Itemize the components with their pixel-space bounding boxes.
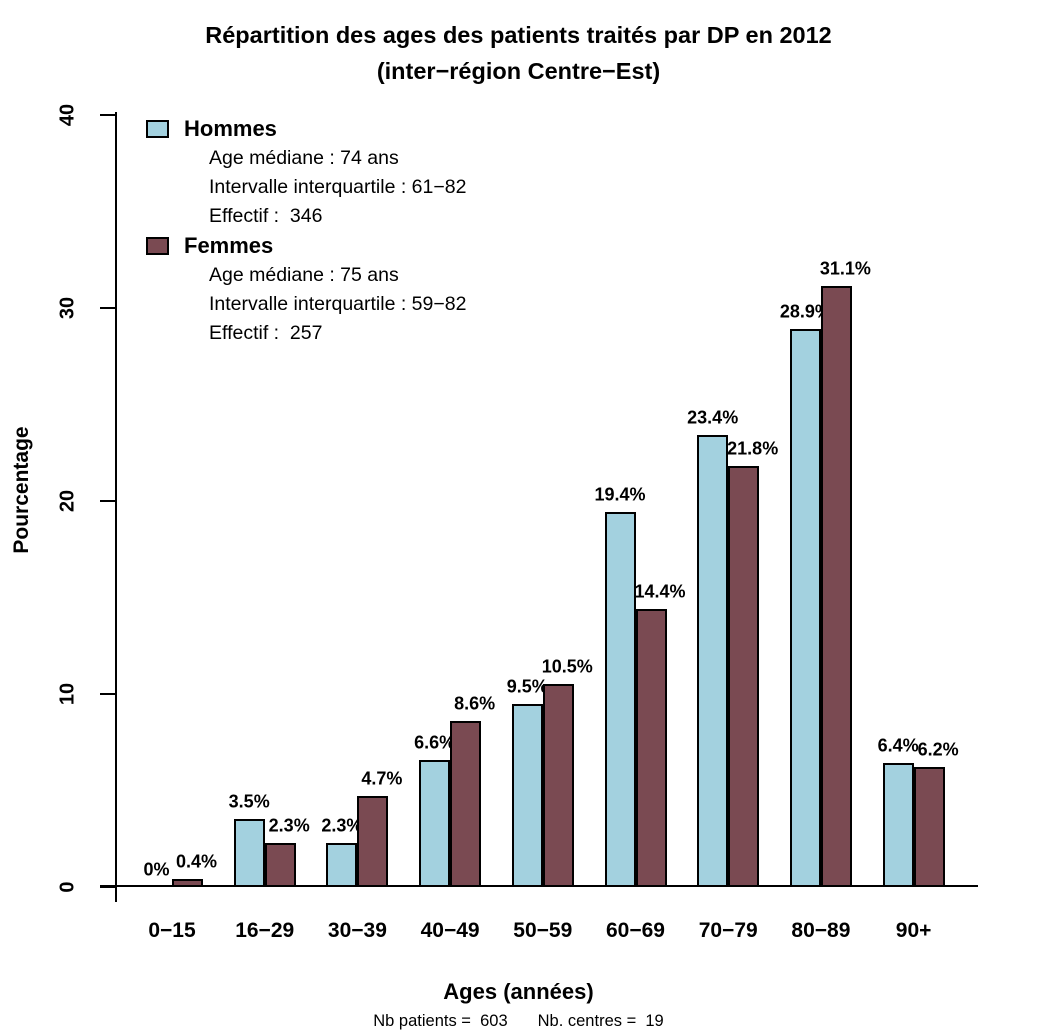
bar-femmes-2 [357, 796, 389, 887]
bar-value-label-hommes-5: 19.4% [594, 484, 646, 505]
bar-value-label-femmes-8: 6.2% [917, 739, 959, 760]
bar-value-label-hommes-8: 6.4% [877, 735, 919, 756]
x-axis-label-7: 80−89 [791, 919, 851, 942]
y-axis-tick-20 [100, 499, 116, 502]
footer-note: Nb patients = 603 Nb. centres = 19 [0, 1012, 1037, 1031]
y-axis-tick-label-30: 30 [56, 296, 79, 319]
bar-value-label-femmes-2: 4.7% [361, 768, 403, 789]
x-axis-label-4: 50−59 [513, 919, 573, 942]
bar-value-label-femmes-3: 8.6% [454, 693, 496, 714]
bar-femmes-0 [172, 879, 203, 887]
bar-hommes-4 [511, 703, 543, 887]
legend-detail-hommes-1: Intervalle interquartile : 61−82 [209, 176, 467, 198]
bar-hommes-3 [419, 759, 451, 887]
title-block: Répartition des ages des patients traité… [0, 17, 1037, 89]
bar-value-label-hommes-6: 23.4% [687, 407, 739, 428]
x-axis-label-1: 16−29 [235, 919, 295, 942]
bar-femmes-3 [450, 720, 482, 887]
bar-value-label-femmes-5: 14.4% [634, 581, 686, 602]
x-axis-title: Ages (années) [443, 979, 594, 1004]
y-axis-tick-label-20: 20 [56, 489, 79, 512]
x-axis-label-2: 30−39 [327, 919, 387, 942]
y-axis-tick-30 [100, 306, 116, 309]
legend-entry-femmes: Femmes Age médiane : 75 ans Intervalle int… [146, 231, 466, 348]
bar-value-label-hommes-1: 3.5% [228, 791, 270, 812]
bar-value-label-hommes-2: 2.3% [321, 815, 363, 836]
legend-label-hommes: Hommes [184, 116, 277, 141]
legend-entry-hommes: Hommes Age médiane : 74 ans Intervalle int… [146, 114, 466, 231]
legend-header-femmes: Femmes [146, 231, 466, 261]
x-axis-label-3: 40−49 [420, 919, 480, 942]
bar-femmes-1 [264, 842, 296, 887]
bar-value-label-femmes-1: 2.3% [268, 815, 310, 836]
bar-value-label-hommes-7: 28.9% [779, 301, 831, 322]
y-axis-line [115, 112, 117, 902]
bar-value-label-hommes-0: 0% [143, 859, 170, 880]
bar-value-label-femmes-0: 0.4% [175, 851, 218, 872]
bar-hommes-7 [789, 328, 821, 887]
bar-hommes-5 [604, 512, 636, 887]
femmes-color-swatch-icon [146, 237, 169, 255]
x-axis-label-0: 0−15 [148, 919, 196, 942]
bar-femmes-8 [913, 767, 945, 887]
y-axis-tick-label-10: 10 [56, 682, 79, 705]
legend-header-hommes: Hommes [146, 114, 466, 144]
chart-subtitle: (inter−région Centre−Est) [376, 58, 661, 84]
footer-centres-count: Nb. centres = 19 [537, 1012, 664, 1030]
legend-detail-hommes-0: Age médiane : 74 ans [209, 147, 399, 169]
bar-value-label-hommes-4: 9.5% [506, 676, 548, 697]
footer-patients-count: Nb patients = 603 [373, 1012, 508, 1030]
hommes-color-swatch-icon [146, 120, 169, 138]
bar-femmes-6 [728, 465, 760, 887]
x-axis-label-6: 70−79 [698, 919, 758, 942]
legend: Hommes Age médiane : 74 ans Intervalle int… [146, 114, 466, 348]
y-axis-tick-10 [100, 692, 116, 695]
bar-femmes-5 [635, 608, 667, 887]
bar-femmes-4 [542, 684, 574, 887]
legend-detail-hommes-2: Effectif : 346 [209, 205, 323, 227]
y-axis-title: Pourcentage [10, 426, 33, 554]
legend-label-femmes: Femmes [184, 233, 274, 258]
bar-hommes-1 [233, 819, 265, 887]
bar-hommes-6 [697, 435, 729, 887]
legend-detail-femmes-0: Age médiane : 75 ans [209, 264, 399, 286]
y-axis-tick-0 [100, 886, 116, 888]
legend-detail-femmes-2: Effectif : 257 [209, 322, 323, 344]
bar-hommes-2 [326, 842, 358, 887]
chart-title: Répartition des ages des patients traité… [205, 22, 832, 48]
bar-femmes-7 [820, 286, 852, 887]
bar-hommes-8 [882, 763, 914, 887]
x-axis-label-8: 90+ [895, 919, 932, 942]
legend-detail-femmes-1: Intervalle interquartile : 59−82 [209, 293, 467, 315]
y-axis-tick-label-40: 40 [56, 103, 79, 126]
bar-value-label-femmes-6: 21.8% [727, 438, 779, 459]
x-axis-label-5: 60−69 [606, 919, 665, 942]
y-axis-tick-40 [100, 113, 116, 116]
bar-value-label-hommes-3: 6.6% [414, 732, 456, 753]
bar-value-label-femmes-4: 10.5% [541, 656, 593, 677]
bar-value-label-femmes-7: 31.1% [819, 258, 871, 279]
y-axis-tick-label-0: 0 [56, 881, 79, 893]
